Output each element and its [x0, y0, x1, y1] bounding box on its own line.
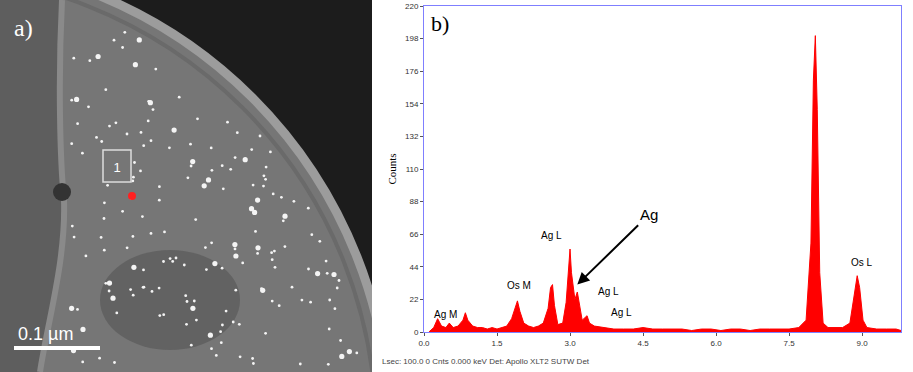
svg-text:0.0: 0.0: [418, 339, 430, 348]
svg-text:Os M: Os M: [507, 280, 531, 291]
svg-text:176: 176: [405, 67, 419, 76]
svg-text:154: 154: [405, 100, 419, 109]
svg-text:220: 220: [405, 2, 419, 11]
svg-text:Os L: Os L: [851, 257, 873, 268]
svg-text:Ag L: Ag L: [541, 230, 562, 241]
svg-text:66: 66: [409, 230, 418, 239]
svg-text:44: 44: [409, 263, 418, 272]
svg-text:132: 132: [405, 132, 419, 141]
svg-text:Ag: Ag: [640, 206, 658, 223]
svg-text:22: 22: [409, 295, 418, 304]
svg-text:9.0: 9.0: [856, 339, 868, 348]
svg-text:1: 1: [113, 160, 120, 175]
svg-text:Ag M: Ag M: [434, 309, 457, 320]
svg-text:0: 0: [414, 328, 419, 337]
svg-text:0.1 µm: 0.1 µm: [18, 324, 73, 344]
svg-text:4.5: 4.5: [637, 339, 649, 348]
svg-text:a): a): [14, 15, 33, 41]
svg-text:3.0: 3.0: [564, 339, 576, 348]
svg-text:Ag L: Ag L: [598, 286, 619, 297]
svg-text:198: 198: [405, 34, 419, 43]
svg-text:88: 88: [409, 197, 418, 206]
svg-text:110: 110: [406, 165, 419, 174]
svg-text:1.5: 1.5: [491, 339, 503, 348]
svg-text:7.5: 7.5: [783, 339, 795, 348]
svg-text:Ag L: Ag L: [611, 307, 632, 318]
svg-text:Counts: Counts: [386, 153, 398, 184]
svg-text:6.0: 6.0: [710, 339, 722, 348]
svg-text:b): b): [431, 11, 449, 36]
html-text:Lsec: 100.0 0 Cnts 0.000 keV D: Lsec: 100.0 0 Cnts 0.000 keV Det: Apollo…: [382, 357, 590, 366]
